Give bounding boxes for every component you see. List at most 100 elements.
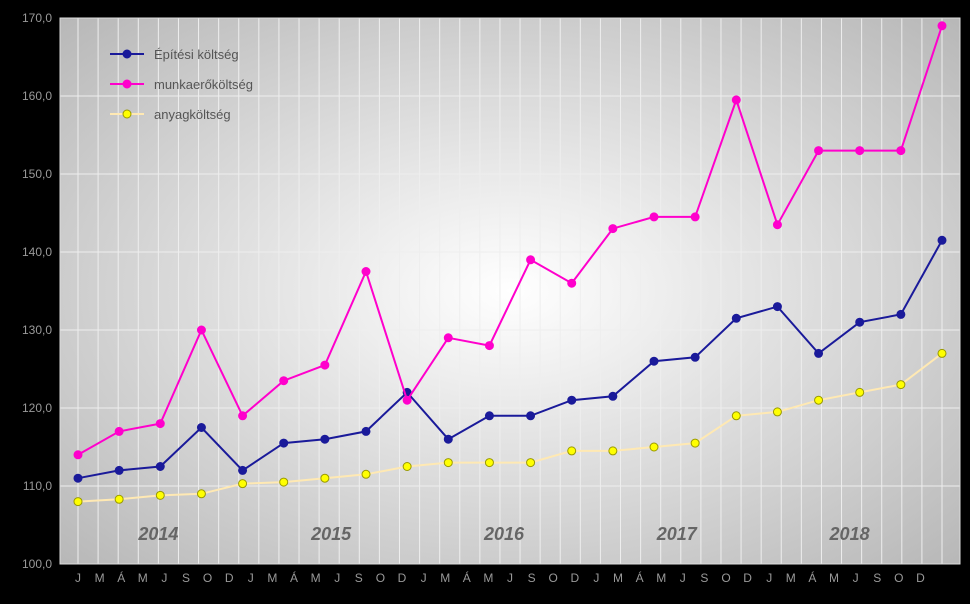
- series-marker: [156, 463, 164, 471]
- x-month-label: O: [376, 571, 385, 585]
- series-marker: [897, 381, 905, 389]
- series-marker: [280, 478, 288, 486]
- series-marker: [321, 361, 329, 369]
- series-marker: [527, 459, 535, 467]
- y-tick-label: 150,0: [22, 167, 52, 181]
- series-marker: [280, 439, 288, 447]
- series-marker: [815, 349, 823, 357]
- series-marker: [115, 427, 123, 435]
- series-marker: [691, 439, 699, 447]
- series-marker: [444, 459, 452, 467]
- line-chart: 100,0110,0120,0130,0140,0150,0160,0170,0…: [0, 0, 970, 604]
- series-marker: [280, 377, 288, 385]
- series-marker: [115, 495, 123, 503]
- series-marker: [239, 412, 247, 420]
- x-month-label: M: [656, 571, 666, 585]
- series-marker: [321, 474, 329, 482]
- series-marker: [897, 310, 905, 318]
- x-month-label: J: [75, 571, 81, 585]
- x-month-label: J: [766, 571, 772, 585]
- series-marker: [897, 147, 905, 155]
- x-year-label: 2018: [829, 524, 870, 544]
- series-marker: [321, 435, 329, 443]
- x-month-label: O: [203, 571, 212, 585]
- series-marker: [239, 466, 247, 474]
- series-marker: [856, 318, 864, 326]
- series-marker: [362, 268, 370, 276]
- x-month-label: M: [829, 571, 839, 585]
- series-marker: [609, 447, 617, 455]
- x-month-label: O: [549, 571, 558, 585]
- x-month-label: Á: [117, 570, 125, 585]
- chart-container: 100,0110,0120,0130,0140,0150,0160,0170,0…: [0, 0, 970, 604]
- x-month-label: M: [786, 571, 796, 585]
- x-month-label: M: [483, 571, 493, 585]
- x-month-label: M: [440, 571, 450, 585]
- x-month-label: J: [248, 571, 254, 585]
- series-marker: [568, 447, 576, 455]
- y-tick-label: 130,0: [22, 323, 52, 337]
- x-month-label: M: [138, 571, 148, 585]
- series-marker: [568, 396, 576, 404]
- series-marker: [938, 22, 946, 30]
- x-month-label: S: [700, 571, 708, 585]
- series-marker: [856, 388, 864, 396]
- x-month-label: Á: [636, 570, 644, 585]
- x-month-label: O: [894, 571, 903, 585]
- series-marker: [691, 353, 699, 361]
- series-marker: [732, 314, 740, 322]
- series-marker: [609, 225, 617, 233]
- x-month-label: J: [593, 571, 599, 585]
- x-month-label: D: [225, 571, 234, 585]
- x-month-label: J: [161, 571, 167, 585]
- x-month-label: Á: [290, 570, 298, 585]
- series-marker: [815, 396, 823, 404]
- series-marker: [74, 498, 82, 506]
- series-marker: [444, 334, 452, 342]
- x-month-label: J: [421, 571, 427, 585]
- series-marker: [732, 96, 740, 104]
- series-marker: [815, 147, 823, 155]
- x-month-label: S: [873, 571, 881, 585]
- x-year-label: 2017: [656, 524, 698, 544]
- series-marker: [485, 342, 493, 350]
- x-month-label: D: [743, 571, 752, 585]
- x-month-label: M: [311, 571, 321, 585]
- x-year-label: 2016: [483, 524, 525, 544]
- x-month-label: D: [916, 571, 925, 585]
- series-marker: [732, 412, 740, 420]
- series-marker: [485, 412, 493, 420]
- x-year-label: 2015: [310, 524, 352, 544]
- series-marker: [197, 424, 205, 432]
- series-marker: [773, 408, 781, 416]
- series-marker: [691, 213, 699, 221]
- x-month-label: S: [528, 571, 536, 585]
- series-marker: [115, 466, 123, 474]
- y-tick-label: 110,0: [23, 479, 52, 493]
- y-tick-label: 140,0: [22, 245, 52, 259]
- series-marker: [938, 349, 946, 357]
- series-marker: [773, 303, 781, 311]
- series-marker: [444, 435, 452, 443]
- series-marker: [156, 420, 164, 428]
- x-month-label: M: [613, 571, 623, 585]
- series-marker: [239, 480, 247, 488]
- series-marker: [74, 451, 82, 459]
- legend-label: anyagköltség: [154, 107, 231, 122]
- series-marker: [403, 396, 411, 404]
- x-month-label: Á: [808, 570, 816, 585]
- x-year-label: 2014: [137, 524, 178, 544]
- series-marker: [609, 392, 617, 400]
- series-marker: [362, 470, 370, 478]
- series-marker: [527, 256, 535, 264]
- x-month-label: O: [721, 571, 730, 585]
- series-marker: [773, 221, 781, 229]
- y-tick-label: 160,0: [22, 89, 52, 103]
- series-marker: [197, 490, 205, 498]
- series-marker: [650, 443, 658, 451]
- x-month-label: M: [267, 571, 277, 585]
- x-month-label: J: [334, 571, 340, 585]
- series-marker: [485, 459, 493, 467]
- series-marker: [403, 463, 411, 471]
- x-month-label: J: [853, 571, 859, 585]
